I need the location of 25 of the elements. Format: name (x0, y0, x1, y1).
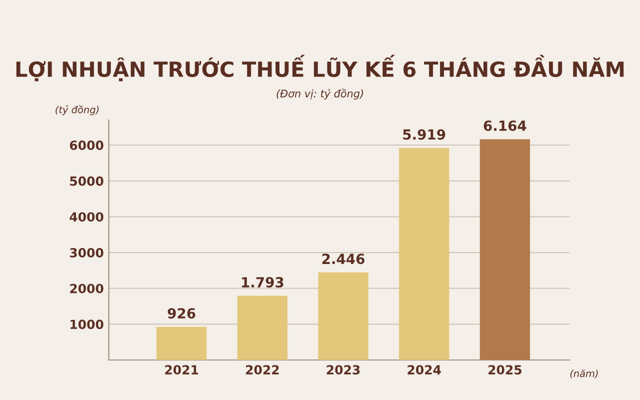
data-label: 6.164 (484, 120, 526, 131)
bar (318, 272, 368, 360)
x-tick-label: 2021 (165, 365, 198, 375)
y-axis-title: (tỷ đồng) (56, 104, 99, 116)
y-tick-label: 6000 (70, 140, 104, 150)
y-tick-label: 2000 (70, 284, 104, 294)
bar (480, 139, 530, 360)
y-tick-label: 5000 (70, 176, 104, 186)
x-tick-label: 2023 (326, 365, 360, 375)
y-tick-label: 4000 (70, 212, 104, 222)
data-label: 5.919 (403, 129, 446, 140)
y-tick-label: 1000 (70, 320, 104, 330)
bar (156, 326, 207, 360)
data-label: 1.793 (242, 277, 284, 288)
data-label: 2.446 (322, 254, 364, 264)
y-tick-label: 3000 (70, 248, 104, 258)
bar (237, 296, 288, 360)
x-axis-title: (năm) (570, 370, 598, 378)
chart-subtitle: (Đơn vị: tỷ đồng) (276, 88, 363, 100)
x-tick-label: 2024 (408, 365, 441, 375)
x-tick-label: 2025 (488, 365, 522, 375)
x-tick-label: 2022 (246, 365, 279, 375)
data-label: 926 (168, 308, 196, 319)
chart-title: LỢI NHUẬN TRƯỚC THUẾ LŨY KẾ 6 THÁNG ĐẦU NĂM (16, 54, 624, 82)
bar (399, 148, 450, 360)
